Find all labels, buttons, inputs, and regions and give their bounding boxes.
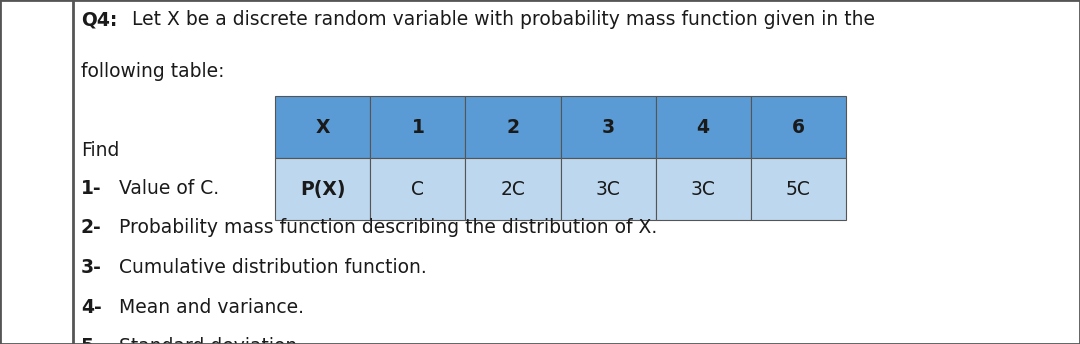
Text: following table:: following table: — [81, 62, 225, 81]
Text: 5-: 5- — [81, 337, 102, 344]
Text: 4: 4 — [697, 118, 710, 137]
Text: 3-: 3- — [81, 258, 102, 277]
Text: Find: Find — [81, 141, 120, 160]
Bar — [370, 96, 465, 158]
Text: 4-: 4- — [81, 298, 102, 316]
Bar — [656, 158, 751, 220]
Text: 1: 1 — [411, 118, 424, 137]
Bar — [561, 158, 656, 220]
Bar — [561, 96, 656, 158]
Text: Cumulative distribution function.: Cumulative distribution function. — [113, 258, 428, 277]
Text: Standard deviation.: Standard deviation. — [113, 337, 303, 344]
Text: 3: 3 — [602, 118, 615, 137]
Text: 3C: 3C — [690, 180, 716, 199]
Text: C: C — [411, 180, 424, 199]
Text: Mean and variance.: Mean and variance. — [113, 298, 305, 316]
Text: P(X): P(X) — [300, 180, 346, 199]
Text: Let X be a discrete random variable with probability mass function given in the: Let X be a discrete random variable with… — [126, 10, 876, 29]
Bar — [275, 96, 370, 158]
Text: X: X — [315, 118, 330, 137]
Text: Q4:: Q4: — [81, 10, 118, 29]
Bar — [275, 158, 370, 220]
Text: 1-: 1- — [81, 179, 102, 198]
Text: Probability mass function describing the distribution of X.: Probability mass function describing the… — [113, 218, 658, 237]
Text: 3C: 3C — [595, 180, 621, 199]
Text: 2-: 2- — [81, 218, 102, 237]
Bar — [465, 96, 561, 158]
Text: 5C: 5C — [785, 180, 811, 199]
Text: 6: 6 — [792, 118, 805, 137]
Bar — [656, 96, 751, 158]
Text: 2: 2 — [507, 118, 519, 137]
Text: 2C: 2C — [500, 180, 526, 199]
Bar — [751, 96, 846, 158]
Text: Value of C.: Value of C. — [113, 179, 219, 198]
Bar — [465, 158, 561, 220]
Bar — [751, 158, 846, 220]
Bar — [370, 158, 465, 220]
